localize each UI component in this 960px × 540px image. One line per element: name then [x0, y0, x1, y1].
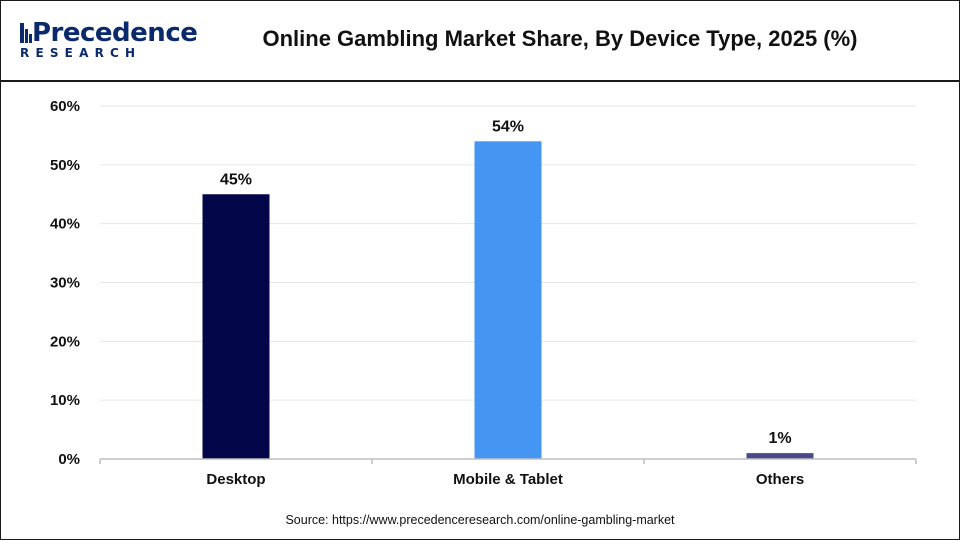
y-tick-label: 40%: [50, 216, 80, 233]
y-tick-label: 30%: [50, 275, 80, 292]
x-tick-label: Others: [756, 471, 804, 488]
header: Precedence RESEARCH Online Gambling Mark…: [0, 0, 960, 80]
bar-desktop: [202, 194, 270, 459]
y-tick-label: 60%: [50, 98, 80, 115]
data-labels: 45% 54% 1%: [220, 118, 792, 447]
bar-chart: 0% 10% 20% 30% 40% 50% 60% 45% 54% 1% Desktop Mob…: [50, 98, 917, 488]
bars: [202, 141, 814, 460]
x-axis: Desktop Mobile & Tablet Others: [99, 458, 917, 488]
source-note: Source: https://www.precedenceresearch.c…: [285, 513, 675, 527]
y-tick-label: 0%: [58, 451, 80, 468]
x-tick-label: Mobile & Tablet: [453, 471, 563, 488]
y-tick-label: 50%: [50, 157, 80, 174]
y-tick-label: 20%: [50, 333, 80, 350]
y-tick-label: 10%: [50, 392, 80, 409]
logo-name: Precedence: [32, 18, 198, 48]
chart-title: Online Gambling Market Share, By Device …: [262, 26, 858, 51]
header-divider: [0, 80, 960, 82]
logo-mark-icon: [20, 23, 32, 43]
data-label: 45%: [220, 171, 252, 188]
data-label: 1%: [768, 430, 791, 447]
bar-mobile-tablet: [474, 141, 542, 460]
y-axis: 0% 10% 20% 30% 40% 50% 60%: [50, 98, 80, 468]
x-tick-label: Desktop: [206, 471, 265, 488]
bar-others: [746, 453, 814, 459]
logo-subtitle: RESEARCH: [20, 46, 142, 60]
data-label: 54%: [492, 118, 524, 135]
precedence-research-logo: Precedence RESEARCH: [18, 18, 198, 66]
